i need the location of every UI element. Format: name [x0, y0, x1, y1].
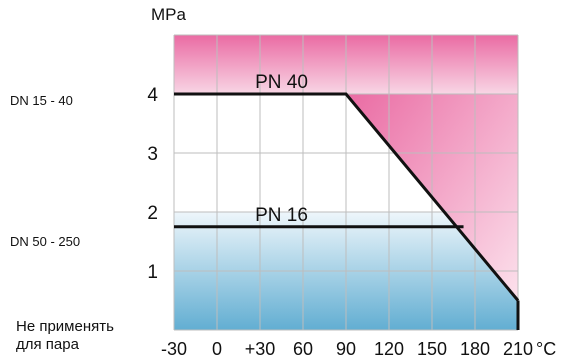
x-tick-label: 210: [503, 339, 533, 359]
x-unit-label: °C: [536, 339, 556, 359]
x-tick-label: 90: [336, 339, 356, 359]
x-tick-label: -30: [161, 339, 187, 359]
series-label-pn16: PN 16: [255, 205, 308, 226]
y-tick-label: 2: [147, 203, 158, 224]
steam-restriction-note: Не применять для пара: [16, 318, 114, 354]
dn-range-pn16-label: DN 50 - 250: [10, 234, 81, 249]
x-tick-label: 150: [417, 339, 447, 359]
y-tick-label: 1: [147, 262, 158, 283]
x-tick-label: 120: [374, 339, 404, 359]
note-line-1: Не применять: [16, 318, 114, 335]
x-tick-label: 60: [293, 339, 313, 359]
pn40-curve: [174, 92, 520, 302]
dn-range-pn40-label: DN 15 - 40: [10, 93, 73, 108]
x-tick-label: 180: [460, 339, 490, 359]
y-unit-label: MPa: [151, 5, 186, 24]
note-line-2: для пара: [16, 336, 79, 353]
x-tick-label: 0: [212, 339, 222, 359]
x-tick-label: +30: [245, 339, 276, 359]
y-tick-label: 4: [147, 85, 158, 106]
series-label-pn40: PN 40: [255, 72, 308, 93]
y-tick-label: 3: [147, 144, 158, 165]
